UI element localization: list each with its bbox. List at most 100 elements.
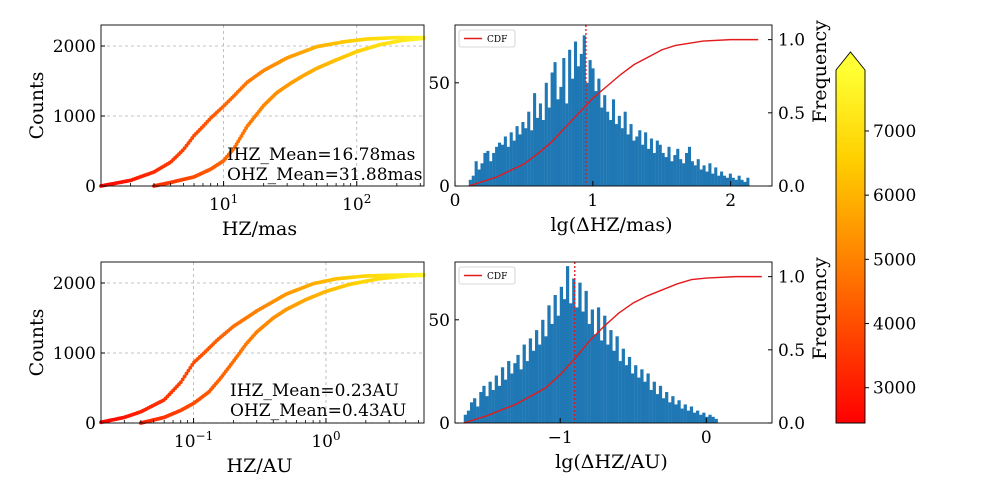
histogram-bar	[547, 107, 551, 186]
y-tick-label: 0	[85, 414, 96, 434]
histogram-bar	[641, 144, 645, 186]
histogram-bar	[473, 398, 477, 423]
histogram-bar	[556, 99, 560, 186]
y-tick-label: 0	[85, 177, 96, 197]
axes-frame	[100, 24, 425, 187]
colorbar-outline	[835, 51, 866, 424]
histogram-bar	[600, 107, 604, 186]
colorbar-tick-label: 3000	[873, 379, 916, 399]
histogram-bar	[541, 319, 545, 423]
histogram-bar	[702, 412, 706, 423]
histogram-bars	[463, 266, 718, 423]
histogram-bar	[705, 416, 709, 423]
histogram-bar	[603, 95, 607, 186]
histogram-bar	[476, 406, 480, 423]
y-right-tick-label: 1.0	[778, 31, 805, 51]
hist-panel-hist_au: 0 50 0.0 0.5 1.0 −1 0 lg(ΔHZ/AU) Frequency CDF	[428, 257, 831, 473]
x-tick-label: 0	[701, 428, 712, 448]
histogram-bar	[576, 66, 580, 186]
data-point	[188, 365, 193, 370]
histogram-bar	[518, 134, 522, 186]
histogram-bar	[609, 119, 613, 186]
histogram-bar	[671, 396, 675, 423]
x-tick-label: 100	[311, 429, 340, 452]
histogram-bar	[740, 179, 744, 186]
histogram-bar	[687, 146, 691, 186]
histogram-bar	[600, 340, 604, 423]
data-point	[182, 374, 187, 379]
y-right-tick-label: 0.0	[778, 177, 805, 197]
histogram-bar	[489, 161, 493, 186]
histogram-bar	[497, 385, 502, 423]
y-tick-label: 1000	[53, 107, 96, 127]
histogram-bar	[506, 146, 510, 186]
histogram-bar	[509, 132, 513, 186]
ecdf-panel-ecdf_au: 0 1000 2000 10−1 100 HZ/AU Counts IHZ_Mean=0.23…	[26, 261, 426, 477]
histogram-bar	[637, 377, 641, 423]
mean-annotation: OHZ_Mean=0.43AU	[230, 401, 406, 421]
histogram-bar	[690, 161, 694, 186]
histogram-bar	[683, 404, 687, 423]
histogram-bar	[711, 416, 715, 423]
y-tick-label: 1000	[53, 344, 96, 364]
histogram-bar	[679, 159, 683, 186]
histogram-bar	[609, 330, 613, 423]
x-axis-label: HZ/mas	[222, 218, 297, 240]
mean-annotation: IHZ_Mean=16.78mas	[227, 145, 415, 165]
histogram-bar	[565, 103, 569, 186]
histogram-bar	[498, 142, 502, 186]
histogram-bar	[573, 41, 578, 187]
histogram-bar	[588, 60, 592, 186]
histogram-bar	[591, 68, 595, 186]
histogram-bar	[734, 179, 738, 186]
histogram-bar	[495, 146, 499, 186]
legend-frame	[458, 29, 516, 48]
histogram-bar	[612, 350, 616, 423]
y-tick-label: 0	[439, 177, 450, 197]
histogram-bar	[482, 385, 486, 423]
histogram-bar	[485, 396, 489, 423]
histogram-bar	[702, 165, 706, 186]
histogram-bar	[544, 82, 548, 186]
histogram-bar	[649, 389, 653, 423]
histogram-bar	[479, 392, 483, 423]
histogram-bar	[746, 177, 750, 186]
histogram-bar	[553, 62, 557, 186]
y-tick-label: 50	[428, 74, 450, 94]
histogram-bar	[556, 315, 560, 423]
histogram-bar	[685, 152, 689, 186]
histogram-bar	[661, 398, 666, 423]
histogram-bar	[647, 148, 651, 186]
data-point	[184, 371, 189, 376]
x-tick-label: 2	[725, 191, 736, 211]
histogram-bar	[572, 278, 576, 423]
histogram-bar	[521, 122, 525, 186]
histogram-bar	[664, 157, 668, 186]
x-tick-label: 101	[209, 192, 238, 215]
histogram-bar	[667, 146, 671, 186]
colorbar-tick-label: 7000	[873, 122, 916, 142]
y-right-axis-label: Frequency	[809, 257, 831, 360]
histogram-bar	[668, 402, 672, 423]
legend: CDF	[458, 266, 516, 285]
histogram-bar	[525, 361, 529, 423]
y-tick-label: 0	[439, 414, 450, 434]
histogram-bar	[538, 344, 542, 423]
histogram-bar	[527, 111, 531, 186]
histogram-bar	[652, 381, 656, 423]
histogram-bar	[597, 78, 601, 186]
x-tick-label: −1	[548, 428, 573, 448]
histogram-bar	[477, 169, 481, 186]
x-tick-label: 1	[587, 191, 598, 211]
axes-frame	[454, 261, 773, 424]
data-point	[180, 377, 185, 382]
legend-label: CDF	[487, 35, 507, 45]
y-tick-label: 2000	[53, 37, 96, 57]
mean-annotation: IHZ_Mean=0.23AU	[230, 381, 399, 401]
histogram-bar	[579, 53, 583, 187]
histogram-bar	[731, 177, 735, 186]
histogram-bar	[655, 394, 660, 423]
histogram-bar	[492, 152, 496, 186]
histogram-bar	[469, 402, 474, 423]
hist-panel-hist_mas: 0 50 0.0 0.5 1.0 0 1 2 lg(ΔHZ/mas) Frequency CDF	[428, 20, 831, 236]
